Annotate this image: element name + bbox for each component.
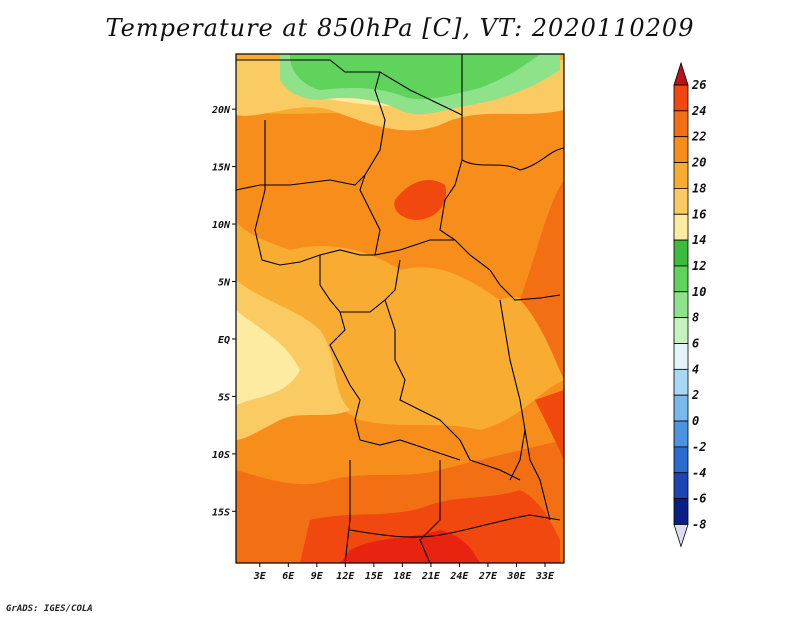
colorbar-label: 20: [691, 156, 706, 170]
lat-tick-label: 10S: [212, 450, 230, 461]
lon-tick-label: 33E: [535, 571, 555, 582]
colorbar-label: 10: [692, 285, 706, 299]
colorbar-top-arrow: [673, 61, 689, 86]
lat-tick-label: 15S: [212, 507, 230, 518]
colorbar-segment: [673, 136, 689, 163]
colorbar-segment: [673, 291, 689, 319]
colorbar-label: 8: [692, 311, 699, 325]
lon-tick-label: 6E: [282, 571, 295, 582]
lon-tick-label: 18E: [393, 571, 412, 582]
colorbar-label: -8: [692, 517, 706, 531]
colorbar-label: 6: [692, 337, 699, 351]
colorbar-label: 16: [692, 207, 706, 221]
colorbar-segment: [673, 265, 689, 293]
lat-tick-label: 10N: [212, 220, 231, 231]
temperature-field: [236, 54, 564, 563]
longitude-axis: 3E 6E 9E 12E 15E 18E 21E 24E 27E 30E 33E: [253, 563, 555, 582]
colorbar-label: 12: [692, 259, 706, 273]
colorbar-label: 22: [691, 130, 706, 144]
colorbar-label: -4: [692, 466, 706, 480]
colorbar-label: 18: [692, 181, 706, 195]
colorbar-segment: [673, 394, 689, 422]
map-title: Temperature at 850hPa [C], VT: 202011020…: [105, 14, 695, 42]
map-frame: [235, 53, 565, 564]
colorbar-segment: [673, 498, 689, 525]
colorbar-segment: [673, 420, 689, 448]
colorbar-label: 24: [691, 104, 706, 118]
colorbar-segment: [673, 368, 689, 396]
colorbar-segment: [673, 213, 689, 241]
colorbar-segment: [673, 162, 689, 189]
lon-tick-label: 3E: [253, 571, 267, 582]
lat-tick-label: 5N: [218, 277, 231, 288]
latitude-axis: 20N 15N 10N 5N EQ 5S 10S 15S: [211, 105, 236, 518]
lon-tick-label: 21E: [421, 571, 441, 582]
colorbar-segment: [673, 110, 689, 138]
colorbar-segment: [673, 317, 689, 344]
colorbar-label: 4: [692, 362, 699, 376]
colorbar-label: 26: [691, 78, 706, 92]
lon-tick-label: 12E: [336, 571, 355, 582]
lon-tick-label: 15E: [365, 571, 384, 582]
colorbar-label: 2: [691, 388, 699, 402]
colorbar-segment: [673, 446, 689, 474]
colorbar-bottom-arrow: [673, 524, 689, 548]
colorbar-label: 0: [692, 414, 699, 428]
colorbar-segment: [673, 84, 689, 112]
colorbar-segment: [673, 187, 689, 215]
lon-tick-label: 30E: [506, 571, 526, 582]
colorbar-segment: [673, 343, 689, 370]
lat-tick-label: 15N: [212, 163, 231, 174]
country-borders: [236, 54, 564, 563]
footer-credit: GrADS: IGES/COLA: [6, 604, 93, 614]
colorbar-label: -6: [692, 492, 706, 506]
colorbar-label: 14: [692, 233, 706, 247]
lon-tick-label: 27E: [478, 571, 498, 582]
lat-tick-label: 20N: [211, 105, 231, 116]
colorbar-label: -2: [692, 440, 706, 454]
colorbar-segment: [673, 472, 689, 500]
lon-tick-label: 24E: [449, 571, 469, 582]
lat-tick-label: 5S: [218, 392, 230, 403]
colorbar-segment: [673, 239, 689, 267]
lon-tick-label: 9E: [311, 571, 324, 582]
lat-tick-label: EQ: [218, 335, 230, 346]
